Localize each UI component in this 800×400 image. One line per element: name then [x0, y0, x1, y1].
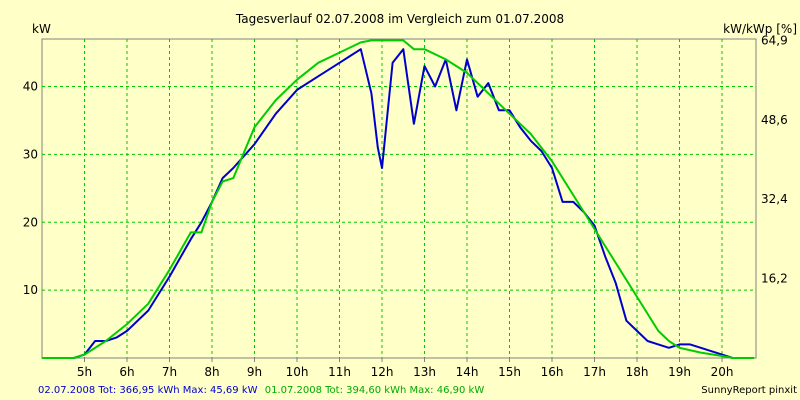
y-tick-label-left-0: 10: [23, 283, 38, 297]
y-tick-label-right-1: 32,4: [761, 192, 788, 206]
x-tick-label-11: 16h: [541, 365, 564, 379]
legend-entry-01-07-2008: 01.07.2008 Tot: 394,60 kWh Max: 46,90 kW: [265, 385, 485, 396]
x-tick-label-15: 20h: [711, 365, 734, 379]
x-tick-label-4: 9h: [247, 365, 262, 379]
legend-entries: 02.07.2008 Tot: 366,95 kWh Max: 45,69 kW…: [38, 385, 484, 396]
tick-labels: 5h 6h 7h 8h 9h 10h 11h 12h 13h 14h 15h 16h 17h 18h 19h…: [23, 33, 788, 379]
series: [42, 39, 754, 359]
grid: [42, 39, 756, 358]
y-axis-left-label: kW: [32, 22, 51, 36]
x-tick-label-12: 17h: [583, 365, 606, 379]
x-tick-label-6: 11h: [328, 365, 351, 379]
x-tick-label-0: 5h: [77, 365, 92, 379]
y-tick-label-right-3: 64,9: [761, 33, 788, 47]
x-tick-label-2: 7h: [162, 365, 177, 379]
series-line-01-07-2008: [42, 39, 754, 359]
legend-entry-02-07-2008: 02.07.2008 Tot: 366,95 kWh Max: 45,69 kW: [38, 385, 258, 396]
x-tick-label-10: 15h: [498, 365, 521, 379]
y-tick-label-left-2: 30: [23, 147, 38, 161]
x-tick-label-3: 8h: [204, 365, 219, 379]
x-tick-label-1: 6h: [119, 365, 134, 379]
y-axis-right-label: kW/kWp [%]: [723, 22, 797, 36]
y-tick-label-left-1: 20: [23, 215, 38, 229]
series-line-02-07-2008: [42, 48, 754, 359]
y-tick-label-right-2: 48,6: [761, 113, 788, 127]
credit-label: SunnyReport pinxit: [701, 385, 797, 396]
x-tick-label-13: 18h: [626, 365, 649, 379]
y-tick-label-right-0: 16,2: [761, 272, 788, 286]
x-tick-label-7: 12h: [371, 365, 394, 379]
x-tick-label-14: 19h: [668, 365, 691, 379]
x-tick-label-5: 10h: [286, 365, 309, 379]
chart-title: Tagesverlauf 02.07.2008 im Vergleich zum…: [235, 12, 564, 26]
x-tick-label-8: 13h: [413, 365, 436, 379]
y-tick-label-left-3: 40: [23, 80, 38, 94]
x-tick-label-9: 14h: [456, 365, 479, 379]
